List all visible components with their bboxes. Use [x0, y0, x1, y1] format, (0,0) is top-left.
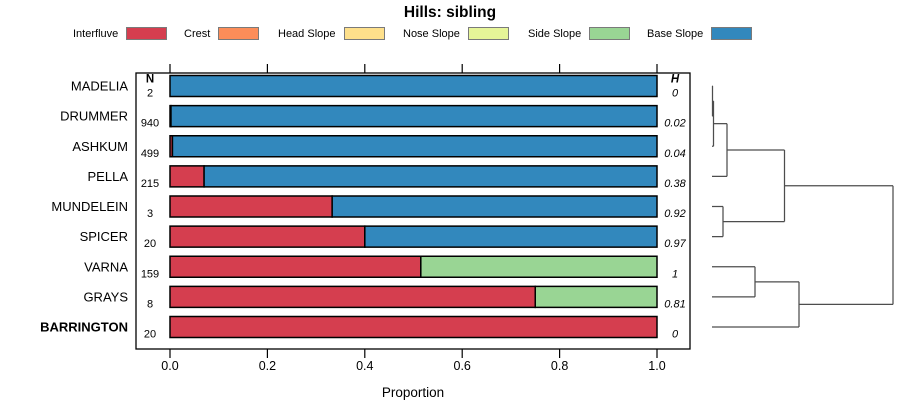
- row-h-value: 0.81: [664, 298, 685, 310]
- legend-label: Head Slope: [278, 27, 336, 40]
- legend-swatch: [218, 27, 260, 40]
- plot-frame: [135, 72, 691, 350]
- row-n-value: 20: [144, 329, 156, 341]
- n-column-header: N: [146, 74, 154, 86]
- row-n-value: 20: [144, 238, 156, 250]
- legend-swatch: [343, 27, 385, 40]
- row-h-value: 0.38: [664, 178, 686, 190]
- bar-segment-side-slope: [420, 255, 658, 278]
- row-label: DRUMMER: [60, 109, 128, 124]
- legend-swatch: [589, 27, 631, 40]
- legend-item: Side Slope: [528, 26, 631, 41]
- h-column-header: H: [671, 74, 680, 86]
- row-h-value: 0.02: [664, 118, 685, 130]
- chart-title: Hills: sibling: [403, 4, 497, 21]
- legend-label: Crest: [184, 27, 211, 40]
- row-n-value: 499: [141, 148, 159, 160]
- row-n-value: 940: [141, 118, 159, 130]
- bar-segment-interfluve: [169, 285, 536, 309]
- legend-item: Crest: [184, 26, 260, 41]
- row-h-value: 0: [672, 329, 679, 341]
- legend-label: Side Slope: [528, 27, 582, 40]
- row-label: PELLA: [88, 169, 129, 184]
- legend-label: Nose Slope: [403, 27, 460, 40]
- bar-segment-interfluve: [169, 315, 658, 339]
- bar-segment-base-slope: [169, 74, 658, 98]
- legend-swatch: [711, 27, 753, 40]
- row-n-value: 159: [141, 268, 159, 280]
- legend-item: Base Slope: [647, 26, 753, 41]
- legend-item: Interfluve: [73, 26, 168, 41]
- legend-label: Interfluve: [73, 27, 119, 40]
- row-label: VARNA: [84, 259, 128, 274]
- row-n-value: 3: [147, 208, 153, 220]
- row-label: MADELIA: [71, 79, 128, 94]
- x-tick-label: 0.8: [551, 359, 568, 373]
- x-tick-label: 0.0: [161, 359, 178, 373]
- x-tick-label: 0.6: [454, 359, 471, 373]
- legend-label: Base Slope: [647, 27, 704, 40]
- row-label: GRAYS: [83, 289, 128, 304]
- bar-segment-interfluve: [169, 165, 205, 188]
- row-h-value: 1: [672, 268, 678, 280]
- bar-segment-base-slope: [171, 135, 658, 158]
- bar-segment-base-slope: [203, 165, 658, 188]
- bar-segment-base-slope: [331, 195, 658, 218]
- row-label: ASHKUM: [72, 139, 128, 154]
- row-h-value: 0: [672, 88, 679, 100]
- bar-segment-side-slope: [534, 285, 658, 309]
- row-label: SPICER: [80, 229, 128, 244]
- x-tick-label: 0.4: [356, 359, 373, 373]
- row-h-value: 0.92: [664, 208, 685, 220]
- row-label: BARRINGTON: [40, 320, 128, 335]
- legend-item: Nose Slope: [403, 26, 509, 41]
- row-n-value: 215: [141, 178, 159, 190]
- x-tick-label: 0.2: [259, 359, 276, 373]
- bar-segment-base-slope: [364, 225, 658, 248]
- legend-item: Head Slope: [278, 26, 385, 41]
- bar-segment-interfluve: [169, 255, 422, 278]
- legend-swatch: [126, 27, 168, 40]
- legend: Interfluve Crest Head Slope Nose Slope Side …: [0, 26, 900, 41]
- bar-segment-interfluve: [169, 195, 333, 218]
- bar-segment-interfluve: [169, 225, 366, 248]
- row-h-value: 0.97: [664, 238, 686, 250]
- row-h-value: 0.04: [664, 148, 685, 160]
- bar-segment-base-slope: [170, 104, 658, 128]
- legend-swatch: [467, 27, 509, 40]
- row-n-value: 2: [147, 88, 153, 100]
- row-label: MUNDELEIN: [51, 199, 128, 214]
- row-n-value: 8: [147, 298, 153, 310]
- x-axis-title: Proportion: [382, 385, 444, 400]
- x-tick-label: 1.0: [648, 359, 665, 373]
